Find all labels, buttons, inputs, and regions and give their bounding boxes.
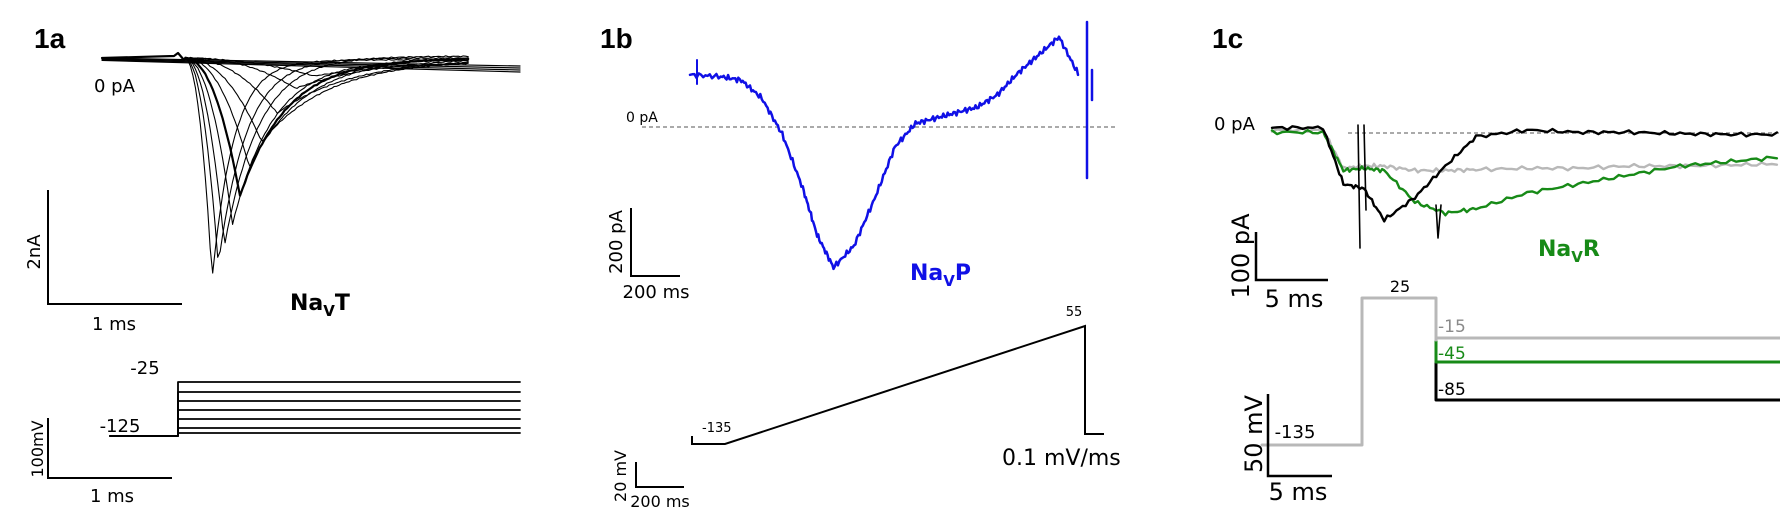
1a-zero-label: 0 pA bbox=[94, 76, 136, 97]
panel-1a: 1a 0 pA 2nA 1 ms NaVT -25 -125 100mV 1 m… bbox=[24, 23, 521, 507]
black-resurgent-trace bbox=[1270, 125, 1779, 223]
1a-channel-label: NaVT bbox=[290, 291, 350, 320]
1b-voltage-scale-time: 200 ms bbox=[630, 492, 690, 509]
1c-current-scale-time: 5 ms bbox=[1265, 285, 1324, 313]
current-trace bbox=[101, 52, 469, 167]
1b-ramp-rate-label: 0.1 mV/ms bbox=[1002, 446, 1121, 471]
1a-current-scale-bar bbox=[47, 190, 182, 305]
current-trace bbox=[101, 52, 469, 258]
persistent-current-trace bbox=[688, 35, 1080, 271]
1a-voltage-scale-bar bbox=[47, 418, 172, 479]
end-artifact bbox=[1085, 20, 1094, 180]
1c-zero-label: 0 pA bbox=[1214, 114, 1256, 135]
1b-current-trace bbox=[688, 20, 1094, 271]
panel-1b: 1b 0 pA 200 pA 200 ms NaVP -135 55 0.1 m… bbox=[600, 20, 1121, 509]
baseline-trace bbox=[101, 57, 521, 67]
1c-current-scale-bar bbox=[1254, 232, 1328, 282]
voltage-step-green bbox=[1434, 298, 1780, 364]
1c-channel-label: NaVR bbox=[1538, 237, 1600, 266]
1b-voltage-scale-value: 20 mV bbox=[611, 450, 630, 502]
green-resurgent-trace bbox=[1270, 128, 1779, 217]
1c-step-label-black: -85 bbox=[1438, 380, 1466, 400]
current-trace bbox=[101, 52, 469, 225]
current-trace bbox=[101, 52, 469, 274]
1b-ramp-start-label: -135 bbox=[702, 421, 732, 436]
prepulse-step bbox=[1260, 296, 1438, 447]
current-trace bbox=[101, 52, 469, 244]
1c-voltage-protocol bbox=[1260, 296, 1780, 447]
1c-current-scale-value: 100 pA bbox=[1227, 213, 1255, 299]
baseline-trace bbox=[101, 59, 521, 71]
baseline-trace bbox=[101, 58, 521, 69]
voltage-step-black bbox=[1434, 298, 1780, 402]
capacitive-transient bbox=[1435, 204, 1442, 239]
1a-voltage-protocol bbox=[109, 381, 521, 437]
1a-current-scale-value: 2nA bbox=[24, 234, 45, 270]
1c-voltage-scale-bar bbox=[1266, 394, 1332, 478]
baseline-trace bbox=[101, 59, 521, 73]
current-trace bbox=[100, 51, 470, 197]
1c-voltage-scale-value: 50 mV bbox=[1240, 394, 1268, 473]
1c-prepulse-label: 25 bbox=[1390, 277, 1410, 296]
1b-channel-label: NaVP bbox=[910, 261, 971, 290]
panel-1c: 1c 0 pA NaVR 100 pA 5 ms -135 25 -15 -45… bbox=[1212, 23, 1780, 506]
1b-ramp-end-label: 55 bbox=[1066, 305, 1083, 320]
1a-current-scale-time: 1 ms bbox=[92, 314, 136, 335]
1c-step-label-green: -45 bbox=[1438, 344, 1466, 364]
1a-holding-label: -125 bbox=[100, 416, 141, 437]
1c-current-traces bbox=[1270, 124, 1779, 249]
1b-current-scale-time: 200 ms bbox=[623, 282, 690, 303]
1c-holding-label: -135 bbox=[1275, 422, 1316, 443]
1a-step-label: -25 bbox=[130, 358, 159, 379]
panel-label-1b: 1b bbox=[600, 23, 633, 54]
1b-voltage-scale-bar bbox=[635, 462, 684, 488]
voltage-step-gray bbox=[1434, 298, 1780, 340]
1b-ramp-protocol bbox=[691, 324, 1104, 445]
panel-label-1a: 1a bbox=[34, 23, 66, 54]
1a-current-traces bbox=[100, 51, 521, 274]
1c-step-label-gray: -15 bbox=[1438, 317, 1466, 337]
capacitive-transient bbox=[1357, 124, 1367, 249]
voltage-step bbox=[109, 391, 521, 437]
1c-voltage-scale-time: 5 ms bbox=[1269, 478, 1328, 506]
1b-zero-label: 0 pA bbox=[626, 110, 658, 126]
voltage-step bbox=[109, 432, 521, 437]
panel-label-1c: 1c bbox=[1212, 23, 1243, 54]
voltage-step bbox=[109, 427, 521, 437]
1a-voltage-scale-value: 100mV bbox=[28, 420, 47, 477]
1b-current-scale-bar bbox=[630, 208, 680, 277]
1b-current-scale-value: 200 pA bbox=[606, 209, 627, 274]
1a-voltage-scale-time: 1 ms bbox=[90, 486, 134, 507]
